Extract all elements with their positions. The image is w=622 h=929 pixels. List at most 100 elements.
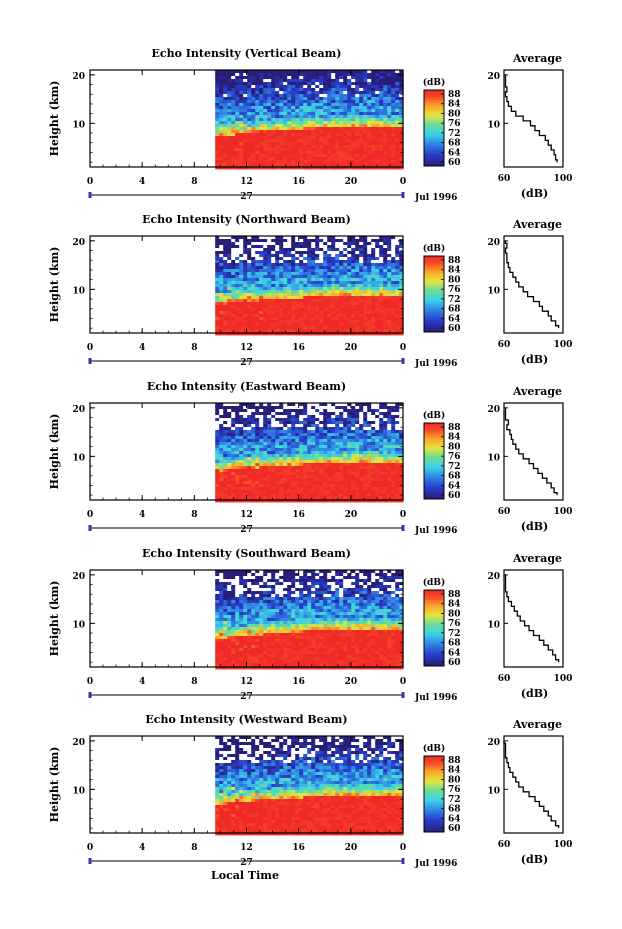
heatmap-cell — [387, 329, 392, 333]
heatmap-cell — [235, 415, 240, 419]
month-year-label: Jul 1996 — [414, 359, 457, 369]
heatmap-cell — [259, 248, 264, 252]
heatmap-cell — [339, 251, 344, 255]
heatmap-cell — [327, 281, 332, 285]
heatmap-cell — [271, 433, 276, 437]
heatmap-cell — [215, 418, 220, 422]
heatmap-cell — [247, 115, 252, 119]
heatmap-cell — [327, 406, 332, 410]
heatmap-cell — [383, 463, 388, 467]
heatmap-cell — [239, 409, 244, 413]
heatmap-cell — [335, 290, 340, 294]
y-tick-label: 10 — [72, 286, 85, 296]
heatmap-cell — [239, 70, 244, 74]
heatmap-cell — [351, 308, 356, 312]
heatmap-cell — [299, 466, 304, 470]
heatmap-cell — [291, 166, 296, 170]
heatmap-cell — [299, 130, 304, 134]
heatmap-cell — [383, 302, 388, 306]
heatmap-cell — [259, 299, 264, 303]
heatmap-cell — [327, 103, 332, 107]
heatmap-cell — [259, 239, 264, 243]
heatmap-cell — [223, 257, 228, 261]
heatmap-cell — [279, 121, 284, 125]
heatmap-cell — [255, 239, 260, 243]
heatmap-cell — [359, 257, 364, 261]
heatmap-cell — [335, 317, 340, 321]
heatmap-cell — [227, 91, 232, 95]
heatmap-cell — [367, 94, 372, 98]
heatmap-cell — [375, 317, 380, 321]
heatmap-cell — [351, 106, 356, 110]
heatmap-cell — [331, 136, 336, 140]
heatmap-cell — [243, 290, 248, 294]
heatmap-cell — [315, 430, 320, 434]
heatmap-cell — [227, 418, 232, 422]
heatmap-cell — [239, 308, 244, 312]
heatmap-cell — [283, 70, 288, 74]
heatmap-cell — [303, 415, 308, 419]
heatmap-cell — [227, 112, 232, 116]
heatmap-cell — [239, 472, 244, 476]
average-profile-line — [504, 74, 558, 163]
heatmap-cell — [299, 245, 304, 249]
heatmap-cell — [363, 103, 368, 107]
heatmap-cell — [271, 139, 276, 143]
heatmap-cell — [247, 151, 252, 155]
heatmap-cell — [327, 139, 332, 143]
heatmap-cell — [267, 254, 272, 258]
heatmap-cell — [387, 112, 392, 116]
heatmap-cell — [359, 430, 364, 434]
heatmap-cell — [323, 430, 328, 434]
heatmap-cell — [331, 460, 336, 464]
heatmap-cell — [375, 124, 380, 128]
heatmap-cell — [215, 469, 220, 473]
heatmap-cell — [395, 130, 400, 134]
heatmap-cell — [235, 323, 240, 327]
heatmap-cell — [271, 251, 276, 255]
heatmap-cell — [255, 76, 260, 80]
heatmap-cell — [391, 82, 396, 86]
heatmap-cell — [327, 284, 332, 288]
heatmap-cell — [351, 302, 356, 306]
heatmap-cell — [291, 124, 296, 128]
heatmap-cell — [219, 103, 224, 107]
heatmap-cell — [223, 275, 228, 279]
heatmap-cell — [259, 269, 264, 273]
heatmap-cell — [247, 424, 252, 428]
heatmap-cell — [303, 475, 308, 479]
heatmap-cell — [291, 302, 296, 306]
heatmap-cell — [267, 490, 272, 494]
heatmap-cell — [267, 109, 272, 113]
heatmap-cell — [323, 281, 328, 285]
heatmap-cell — [227, 472, 232, 476]
heatmap-cell — [307, 106, 312, 110]
heatmap-cell — [247, 160, 252, 164]
heatmap-cell — [219, 272, 224, 276]
heatmap-cell — [235, 130, 240, 134]
heatmap-cell — [347, 311, 352, 315]
heatmap-cell — [371, 481, 376, 485]
heatmap-cell — [355, 421, 360, 425]
heatmap-cell — [391, 100, 396, 104]
heatmap-cell — [315, 266, 320, 270]
heatmap-cell — [395, 100, 400, 104]
heatmap-cell — [227, 136, 232, 140]
heatmap-cell — [315, 305, 320, 309]
heatmap-cell — [331, 266, 336, 270]
heatmap-cell — [335, 82, 340, 86]
heatmap-cell — [399, 109, 404, 113]
heatmap-cell — [279, 466, 284, 470]
heatmap-cell — [383, 311, 388, 315]
heatmap-cell — [355, 70, 360, 74]
heatmap-cell — [395, 248, 400, 252]
heatmap-cell — [367, 281, 372, 285]
colorbar-swatch — [424, 150, 444, 154]
heatmap-cell — [391, 460, 396, 464]
heatmap-cell — [271, 100, 276, 104]
heatmap-cell — [351, 118, 356, 122]
heatmap-cell — [375, 112, 380, 116]
heatmap-cell — [223, 118, 228, 122]
heatmap-cell — [347, 272, 352, 276]
heatmap-cell — [295, 118, 300, 122]
